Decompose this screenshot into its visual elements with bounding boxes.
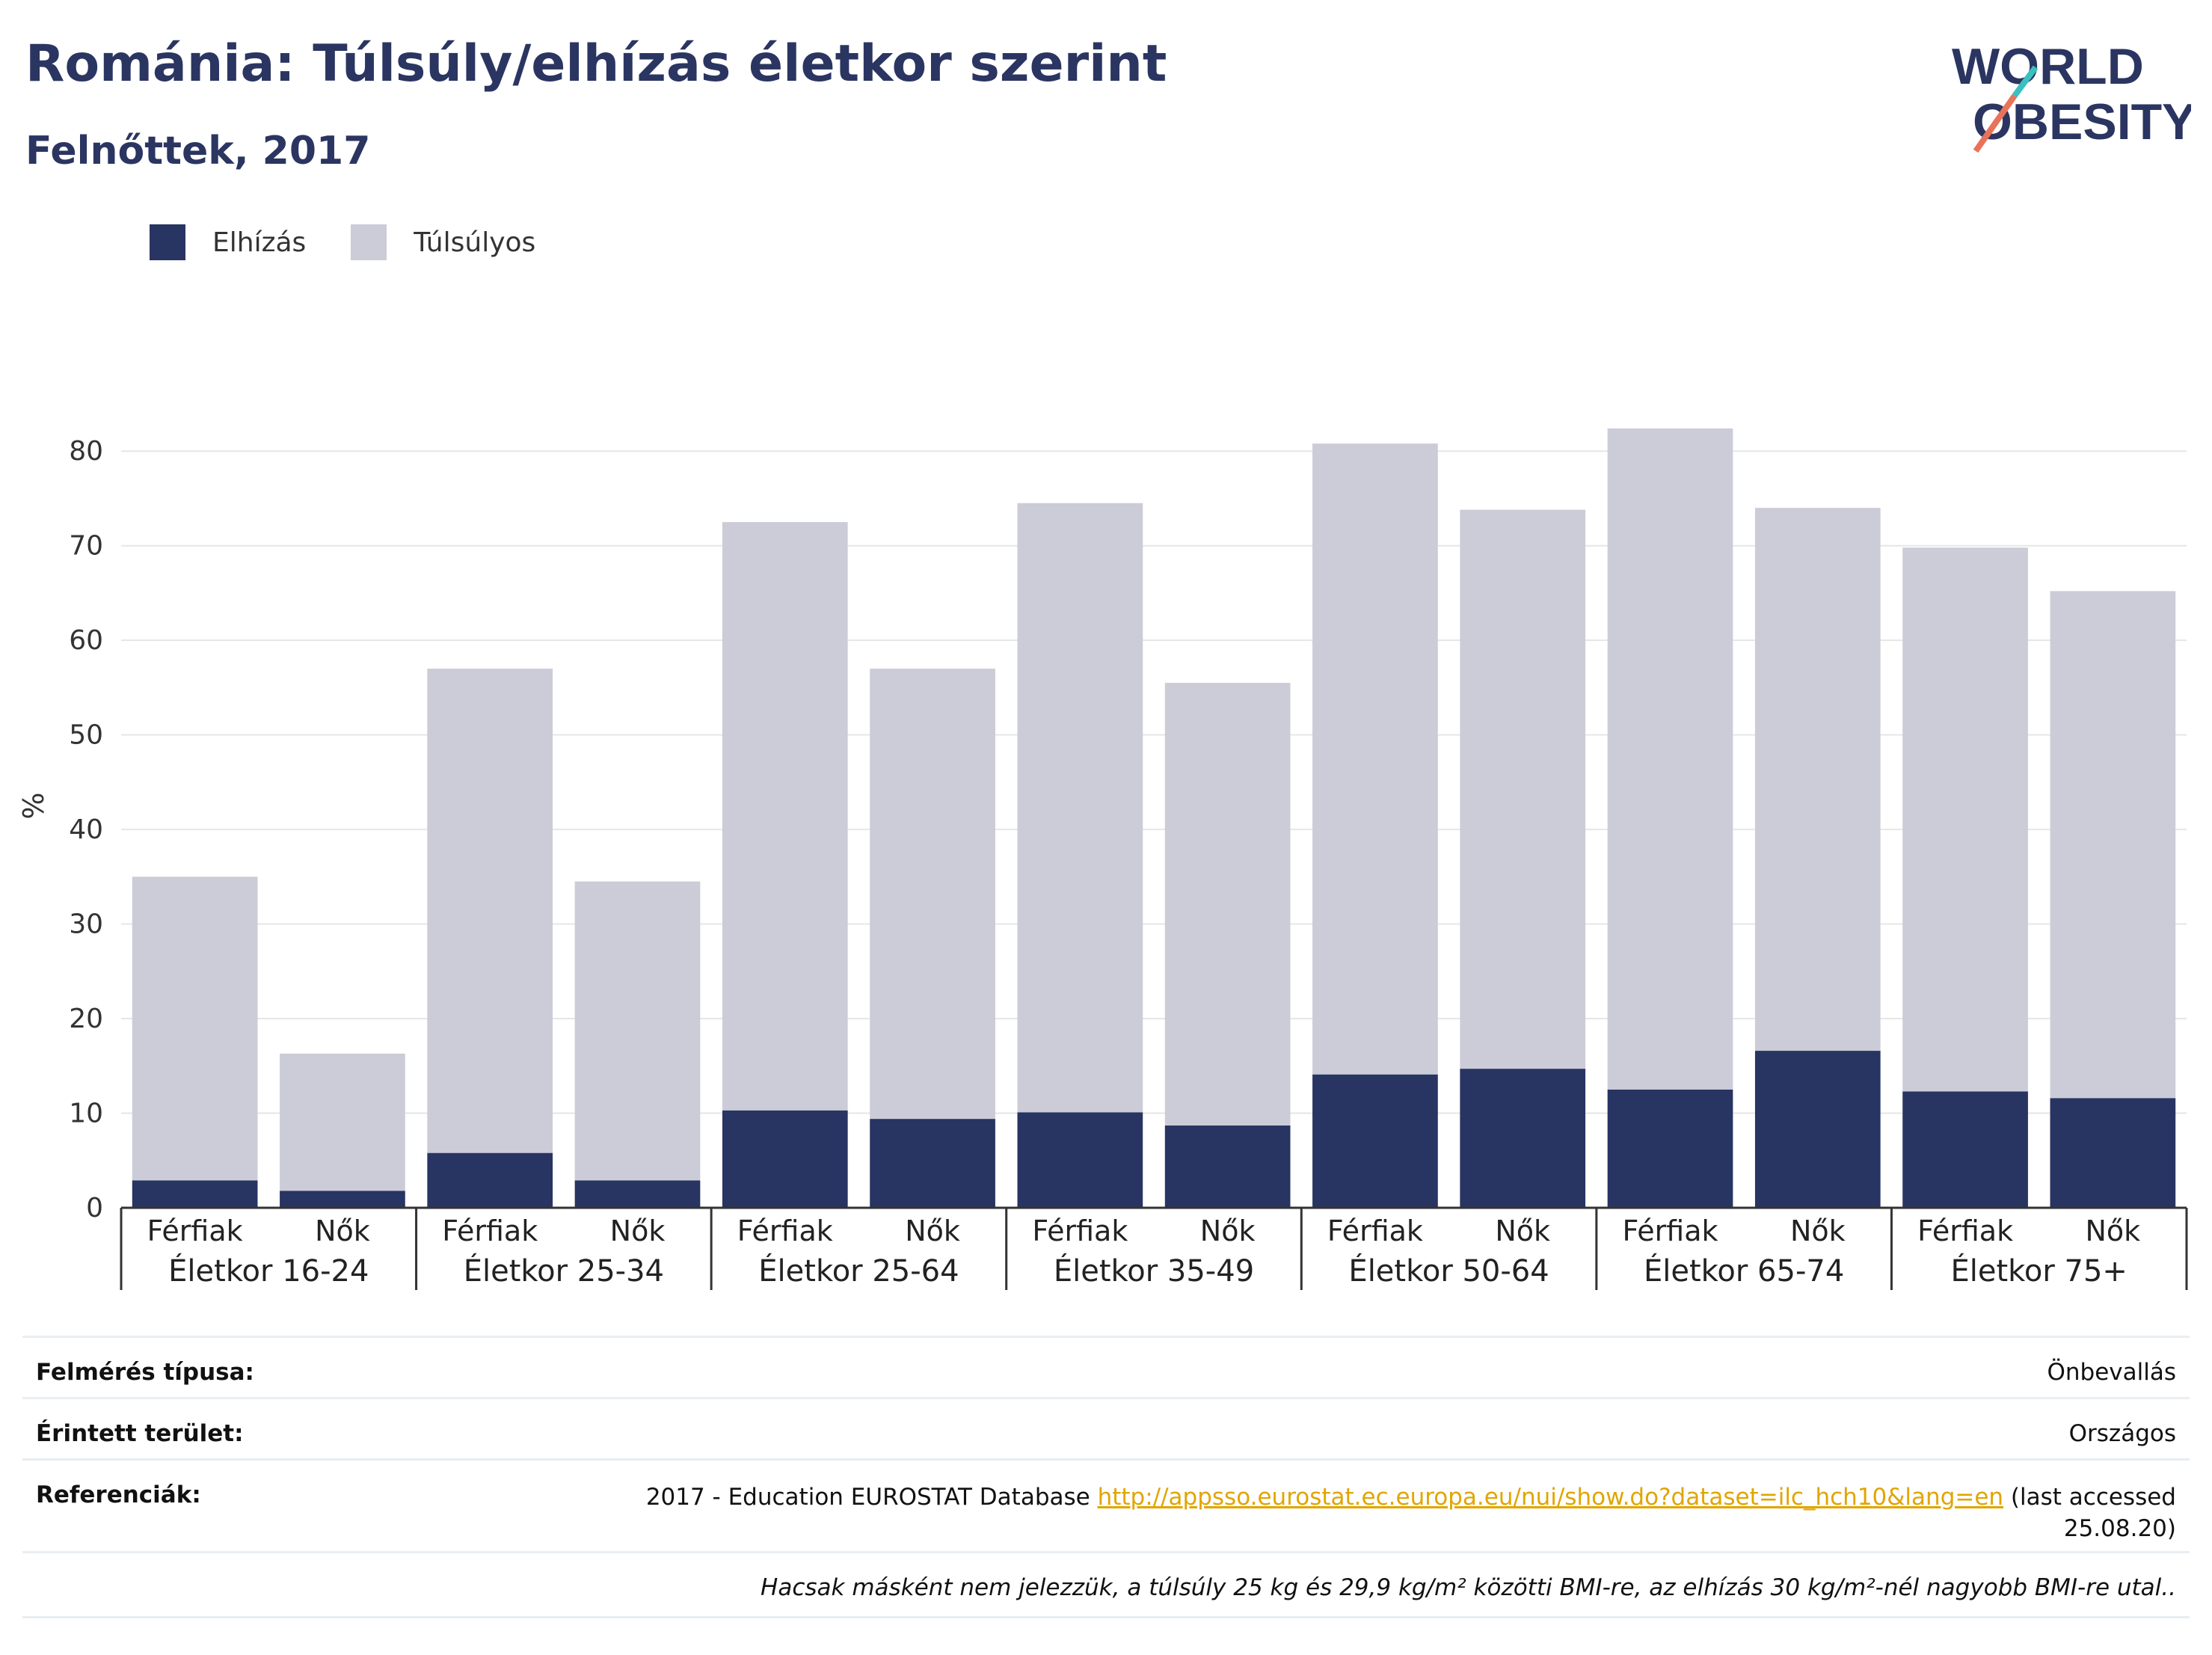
footer-label-references: Referenciák: (36, 1481, 201, 1508)
bar-overweight (870, 669, 995, 1120)
group-label: Életkor 16-24 (168, 1253, 369, 1289)
stacked-bar-chart: 0 10 20 30 40 50 60 70 80% Férfiak Nők Férfiak Nők Fé… (17, 428, 2188, 1290)
group-label: Életkor 25-34 (464, 1253, 664, 1289)
y-tick-label: 70 (69, 531, 103, 562)
bar-obese (280, 1191, 405, 1208)
bar-overweight (574, 881, 701, 1181)
chart-subtitle: Felnőttek, 2017 (25, 129, 371, 174)
y-tick-label: 60 (69, 625, 103, 656)
footer-note: Hacsak másként nem jelezzük, a túlsúly 2… (761, 1574, 2176, 1601)
x-tick-label: Nők (905, 1215, 960, 1247)
x-tick-label: Férfiak (1622, 1215, 1718, 1247)
y-tick-label: 80 (69, 436, 103, 467)
bar-overweight (1902, 547, 2028, 1092)
footer-value-references: 2017 - Education EUROSTAT Database http:… (646, 1481, 2176, 1544)
footer-row-area: Érintett terület: Országos (22, 1397, 2190, 1461)
world-obesity-logo: WORLD OBESITY (1952, 38, 2191, 153)
x-tick-label: Férfiak (1917, 1215, 2013, 1247)
x-tick-label: Nők (1495, 1215, 1550, 1247)
x-tick-label: Férfiak (147, 1215, 243, 1247)
group-label: Életkor 75+ (1950, 1253, 2127, 1289)
y-tick-label: 40 (69, 814, 103, 845)
legend-label-obese: Elhízás (212, 227, 307, 258)
x-tick-label: Nők (1790, 1215, 1846, 1247)
bar-obese (132, 1180, 258, 1208)
legend-swatch-obese (150, 224, 185, 260)
bar-obese (722, 1110, 848, 1208)
bar-obese (574, 1180, 701, 1208)
legend-item-overweight: Túlsúlyos (351, 224, 535, 260)
bar-obese (1902, 1091, 2028, 1208)
bar-overweight (1754, 508, 1881, 1051)
legend-item-obese: Elhízás (150, 224, 306, 260)
x-tick-label: Férfiak (1032, 1215, 1128, 1247)
y-tick-label: 30 (69, 909, 103, 940)
x-tick-label: Férfiak (442, 1215, 538, 1247)
legend-swatch-overweight (351, 224, 387, 260)
x-tick-label: Férfiak (737, 1215, 833, 1247)
bar-overweight (1017, 503, 1143, 1113)
group-label: Életkor 35-49 (1054, 1253, 1254, 1289)
group-label: Életkor 65-74 (1644, 1253, 1844, 1289)
bar-overweight (1312, 443, 1438, 1075)
footer-value-survey-type: Önbevallás (2047, 1359, 2176, 1386)
y-tick-label: 0 (86, 1193, 103, 1223)
reference-suffix: (last accessed (2003, 1484, 2176, 1511)
bar-obese (1312, 1074, 1438, 1208)
reference-link[interactable]: http://appsso.eurostat.ec.europa.eu/nui/… (1097, 1484, 2004, 1511)
legend-label-overweight: Túlsúlyos (414, 227, 536, 258)
bar-overweight (1460, 509, 1586, 1069)
logo-line1: WORLD (1952, 38, 2144, 95)
logo-slash-teal (2012, 65, 2039, 98)
chart-title: Románia: Túlsúly/elhízás életkor szerint (25, 34, 1167, 93)
x-tick-label: Nők (1200, 1215, 1256, 1247)
x-tick-label: Férfiak (1327, 1215, 1423, 1247)
y-axis-label: % (17, 792, 50, 819)
x-tick-label: Nők (2086, 1215, 2141, 1247)
bar-obese (1460, 1069, 1586, 1208)
group-label: Életkor 25-64 (758, 1253, 959, 1289)
footer-label-survey-type: Felmérés típusa: (36, 1359, 254, 1386)
bar-obese (1017, 1112, 1143, 1208)
group-label: Életkor 50-64 (1348, 1253, 1549, 1289)
y-tick-label: 20 (69, 1004, 103, 1034)
footer-row-survey-type: Felmérés típusa: Önbevallás (22, 1336, 2190, 1399)
reference-text: 2017 - Education EUROSTAT Database (645, 1484, 1098, 1511)
bar-obese (2050, 1098, 2176, 1208)
bar-overweight (1607, 428, 1733, 1090)
footer-value-area: Országos (2068, 1420, 2176, 1447)
y-tick-label: 10 (69, 1099, 103, 1129)
reference-date: 25.08.20) (2063, 1515, 2176, 1542)
bar-overweight (427, 669, 553, 1153)
bar-overweight (1164, 683, 1291, 1126)
bar-overweight (280, 1053, 405, 1191)
footer-row-note: Hacsak másként nem jelezzük, a túlsúly 2… (22, 1551, 2190, 1618)
x-tick-label: Nők (610, 1215, 666, 1247)
bar-overweight (722, 522, 848, 1111)
bar-overweight (132, 876, 258, 1181)
x-tick-label: Nők (315, 1215, 370, 1247)
bar-obese (427, 1152, 553, 1208)
bar-obese (1164, 1125, 1291, 1208)
legend: Elhízás Túlsúlyos (150, 224, 580, 260)
bar-obese (1607, 1089, 1733, 1208)
y-tick-label: 50 (69, 720, 103, 751)
footer-label-area: Érintett terület: (36, 1420, 244, 1447)
bar-overweight (2050, 591, 2176, 1099)
logo-slash-coral (1973, 93, 2018, 153)
footer-row-references: Referenciák: 2017 - Education EUROSTAT D… (22, 1458, 2190, 1553)
bar-obese (1754, 1051, 1881, 1208)
bar-obese (870, 1119, 995, 1208)
